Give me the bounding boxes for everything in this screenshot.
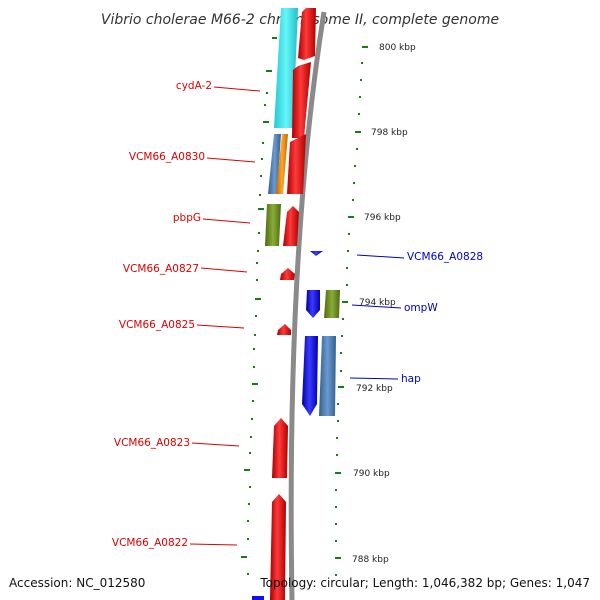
- leader-line-VCM66_A0830: [206, 157, 256, 163]
- leader-line-VCM66_A0822: [189, 543, 238, 546]
- steelblue-feature-block-b[interactable]: [319, 336, 336, 416]
- leader-line-VCM66_A0825: [196, 324, 245, 329]
- tick-label-788kbp: 788 kbp: [352, 555, 389, 565]
- leader-line-cydA-2: [213, 86, 261, 92]
- cds-arrow-VCM66_A0830[interactable]: [287, 134, 306, 194]
- gene-label-cydA-2[interactable]: cydA-2: [176, 80, 212, 92]
- tick-label-800kbp: 800 kbp: [379, 43, 416, 53]
- cds-arrow-VCM66_A0827[interactable]: [280, 268, 295, 280]
- accession-text: Accession: NC_012580: [9, 576, 145, 590]
- leader-line-VCM66_A0827: [200, 267, 248, 273]
- cds-arrow-VCM66_A0822[interactable]: [270, 494, 286, 600]
- tick-label-790kbp: 790 kbp: [353, 469, 390, 479]
- cds-arrow-VCM66_A0828[interactable]: [310, 251, 323, 256]
- chromosome-backbone: [288, 11, 327, 600]
- olive-feature-block-b[interactable]: [324, 290, 340, 318]
- tick-label-798kbp: 798 kbp: [371, 128, 408, 138]
- cds-arrow-top[interactable]: [298, 8, 316, 60]
- map-title: Vibrio cholerae M66-2 chromosome II, com…: [101, 12, 499, 28]
- right-guide-dashes: [335, 46, 368, 576]
- left-guide-dashes: [241, 37, 277, 575]
- gene-label-pbpG[interactable]: pbpG: [173, 212, 201, 224]
- leader-line-pbpG: [202, 218, 251, 224]
- tick-label-794kbp: 794 kbp: [359, 298, 396, 308]
- leader-line-VCM66_A0823: [191, 442, 240, 447]
- gene-label-VCM66_A0827[interactable]: VCM66_A0827: [123, 263, 199, 275]
- cds-arrow-cydA-2[interactable]: [292, 62, 311, 138]
- tick-label-796kbp: 796 kbp: [364, 213, 401, 223]
- cds-arrow-ompW[interactable]: [306, 290, 320, 318]
- cds-arrow-VCM66_A0823[interactable]: [272, 418, 288, 478]
- cyan-feature-block[interactable]: [274, 8, 298, 128]
- gene-label-hap[interactable]: hap: [401, 373, 421, 385]
- olive-feature-block-a[interactable]: [265, 204, 281, 246]
- cds-arrow-pbpG[interactable]: [283, 206, 299, 246]
- leader-line-ompW: [351, 304, 402, 309]
- topology-text: Topology: circular; Length: 1,046,382 bp…: [259, 576, 590, 590]
- cds-arrow-VCM66_A0825[interactable]: [277, 324, 291, 335]
- gene-label-VCM66_A0825[interactable]: VCM66_A0825: [119, 319, 195, 331]
- left-gene-labels: cydA-2 VCM66_A0830 pbpG VCM66_A0827 VCM6…: [112, 80, 261, 549]
- right-gene-labels: VCM66_A0828 ompW hap: [349, 251, 483, 385]
- cds-arrow-bottom-partial[interactable]: [252, 596, 264, 600]
- cds-arrow-hap[interactable]: [302, 336, 318, 416]
- leader-line-hap: [349, 377, 399, 380]
- gene-label-VCM66_A0822[interactable]: VCM66_A0822: [112, 537, 188, 549]
- gene-label-ompW[interactable]: ompW: [404, 302, 438, 314]
- gene-label-VCM66_A0823[interactable]: VCM66_A0823: [114, 437, 190, 449]
- orange-feature-block[interactable]: [276, 134, 288, 194]
- leader-line-VCM66_A0828: [356, 254, 405, 259]
- gene-label-VCM66_A0828[interactable]: VCM66_A0828: [407, 251, 483, 263]
- tick-label-792kbp: 792 kbp: [356, 384, 393, 394]
- gene-label-VCM66_A0830[interactable]: VCM66_A0830: [129, 151, 205, 163]
